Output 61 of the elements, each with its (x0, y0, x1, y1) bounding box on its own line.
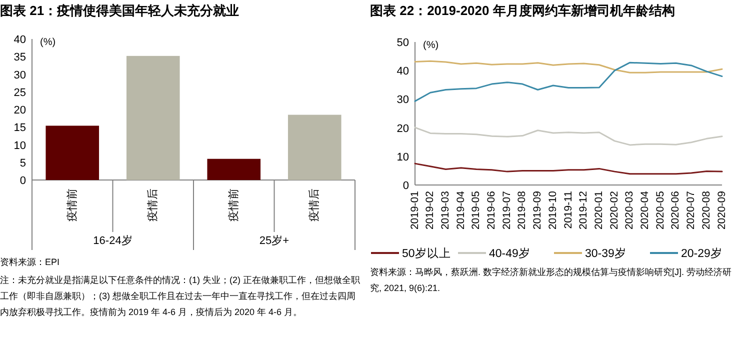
x-tick-label: 2020-09 (716, 190, 728, 230)
y-tick-label: 35 (14, 52, 26, 64)
x-tick-label: 25岁+ (259, 235, 290, 247)
chart-title: 图表 21：疫情使得美国年轻人未充分就业 (0, 2, 240, 20)
legend-label: 50岁以上 (402, 247, 451, 260)
text: 疫情前 (65, 188, 78, 222)
y-tick-label: 0 (402, 180, 409, 192)
line-series (414, 62, 723, 102)
x-tick-label: 2019-07 (500, 190, 513, 230)
y-tick-label: 40 (396, 66, 409, 78)
y-axis-title: (%) (423, 40, 439, 51)
line-series (414, 162, 723, 175)
y-tick-label: 50 (396, 37, 409, 49)
x-tick-label: 2020-07 (685, 190, 698, 230)
x-tick-label: 2019-12 (578, 190, 590, 230)
x-tick-label: 2019-08 (516, 190, 528, 230)
text: 注：未充分就业是指满足以下任意条件的情况：(1) 失业；(2) 正在做兼职工作，但想做全职工作（即非自愿兼职）；(3) 想做全职工作且在过去一年中一直在寻找工作，但在过去四周内放弃积极寻找工作。疫情前为 2019 年 4-6 月，疫情后为 2020 年 4-6 月。 (0, 274, 361, 319)
x-tick-label: 2019-09 (532, 190, 544, 230)
x-tick-label: 2020-06 (670, 190, 682, 230)
x-tick-label: 2019-01 (408, 190, 421, 230)
x-tick-label: 2020-02 (608, 190, 620, 230)
x-tick-label: 2020-01 (592, 190, 605, 230)
bar (207, 158, 261, 180)
legend-label: 20-29岁 (681, 247, 722, 260)
line-series (414, 60, 723, 74)
x-tick-label: 2020-03 (624, 190, 636, 230)
chart-title: 图表 22：2019-2020 年月度网约车新增司机年龄结构 (370, 2, 675, 20)
y-tick-label: 20 (396, 122, 409, 135)
x-tick-label: 2020-04 (639, 190, 652, 230)
x-tick-label: 16-24岁 (93, 235, 132, 247)
y-tick-label: 40 (14, 34, 26, 46)
x-tick-label: 2019-05 (470, 190, 482, 230)
bar (126, 56, 180, 180)
x-tick-label: 2019-11 (562, 190, 574, 229)
x-tick-label: 2020-08 (700, 190, 712, 230)
bar (46, 126, 100, 180)
y-tick-label: 5 (20, 157, 26, 170)
x-tick-label: 2019-04 (454, 190, 467, 230)
y-tick-label: 25 (14, 86, 26, 99)
y-tick-label: 10 (14, 140, 26, 152)
y-tick-label: 10 (396, 151, 409, 164)
y-tick-label: 30 (396, 94, 409, 106)
y-tick-label: 30 (14, 69, 26, 82)
text: 资料来源：马晔风，蔡跃洲. 数字经济新就业形态的规模估算与疫情影响研究[J]. 劳动经济研究, 2021, 9(6):21. (370, 266, 733, 295)
y-tick-label: 0 (20, 175, 26, 187)
legend-label: 30-39岁 (585, 247, 626, 260)
text: 疫情后 (146, 188, 160, 222)
x-tick-label: 2019-06 (486, 190, 498, 230)
x-tick-label: 2020-05 (654, 190, 666, 230)
y-tick-label: 20 (14, 104, 26, 116)
y-axis-title: (%) (40, 37, 56, 48)
text: 疫情后 (308, 188, 321, 222)
legend-label: 40-49岁 (489, 247, 530, 260)
x-tick-label: 2019-03 (439, 190, 452, 230)
x-tick-label: 2019-10 (546, 190, 559, 230)
y-tick-label: 15 (14, 122, 26, 134)
x-tick-label: 2019-02 (424, 190, 436, 230)
bar (288, 114, 342, 180)
text: 疫情前 (228, 188, 240, 222)
text: 资料来源：EPI (0, 256, 61, 269)
line-series (414, 126, 723, 146)
